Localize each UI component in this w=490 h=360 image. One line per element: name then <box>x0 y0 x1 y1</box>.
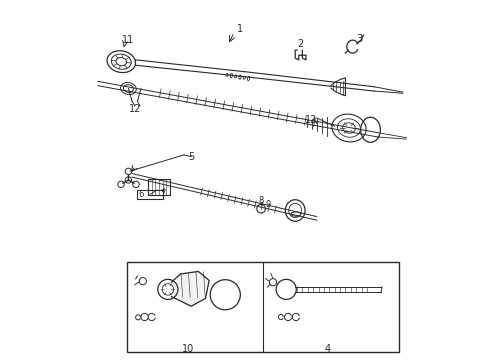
Polygon shape <box>172 271 209 306</box>
Bar <box>126 262 399 352</box>
Text: 4: 4 <box>324 343 331 354</box>
Text: 5: 5 <box>188 152 195 162</box>
Text: 7: 7 <box>160 189 165 198</box>
Text: 9: 9 <box>266 200 271 209</box>
Text: 12: 12 <box>129 104 142 114</box>
Text: 11: 11 <box>122 35 135 45</box>
Text: 3: 3 <box>357 34 363 44</box>
Text: 6: 6 <box>138 190 144 199</box>
Text: 10: 10 <box>181 343 194 354</box>
Text: 8: 8 <box>258 196 264 205</box>
Text: 2: 2 <box>297 39 304 49</box>
Text: 12: 12 <box>305 115 318 125</box>
Bar <box>137 190 163 199</box>
Text: 1: 1 <box>237 24 243 35</box>
Bar <box>148 179 170 195</box>
